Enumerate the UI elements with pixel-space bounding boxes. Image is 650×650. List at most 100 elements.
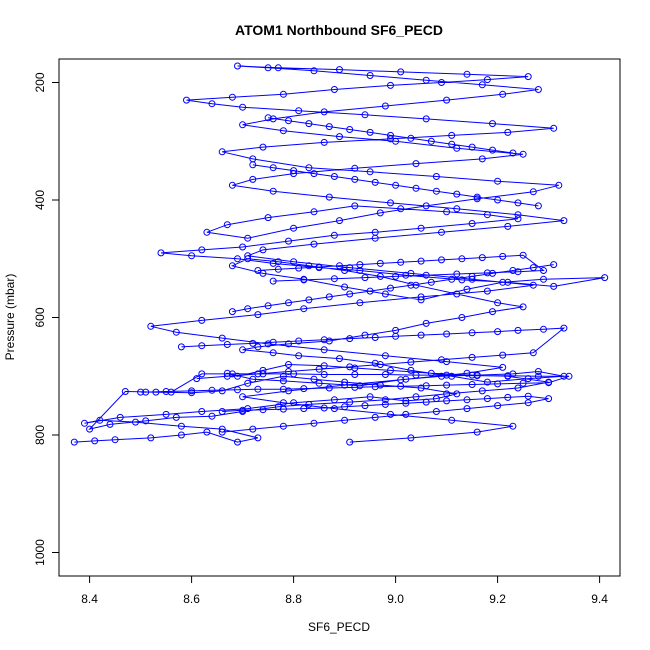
data-point <box>397 382 405 390</box>
data-point <box>269 259 277 267</box>
data-point <box>279 372 287 380</box>
data-point <box>177 343 185 351</box>
data-point <box>239 393 247 401</box>
data-point <box>106 420 114 428</box>
data-point <box>228 93 236 101</box>
data-point <box>249 375 257 383</box>
data-point <box>361 111 369 119</box>
data-point <box>310 170 318 178</box>
data-point <box>290 167 298 175</box>
data-point <box>264 64 272 72</box>
data-point <box>254 311 262 319</box>
data-point <box>346 438 354 446</box>
data-point <box>371 234 379 242</box>
data-point <box>443 330 451 338</box>
data-point <box>499 278 507 286</box>
data-point <box>310 67 318 75</box>
data-point <box>443 208 451 216</box>
data-point <box>336 66 343 74</box>
data-point <box>514 211 522 219</box>
y-tick-label: 600 <box>33 307 47 327</box>
data-point <box>422 202 430 210</box>
data-point <box>295 337 303 345</box>
data-point <box>402 375 410 383</box>
data-point <box>239 406 247 414</box>
data-point <box>285 368 292 375</box>
data-point <box>264 114 272 122</box>
data-point <box>285 340 292 348</box>
data-point <box>478 387 486 395</box>
data-point <box>325 384 333 392</box>
data-point <box>453 390 461 398</box>
series-line <box>222 395 549 433</box>
data-point <box>417 296 425 304</box>
data-point <box>356 261 364 269</box>
data-point <box>341 378 349 386</box>
data-point <box>172 413 180 421</box>
data-point <box>427 278 435 286</box>
data-point <box>218 148 226 156</box>
data-point <box>330 396 338 404</box>
data-point <box>545 379 553 387</box>
data-point <box>550 282 558 290</box>
data-point <box>432 173 440 180</box>
series-line <box>252 164 539 207</box>
data-point <box>443 371 451 379</box>
data-point <box>346 264 354 272</box>
y-tick-label: 200 <box>33 72 47 92</box>
data-point <box>422 271 430 279</box>
data-point <box>183 96 190 104</box>
data-point <box>310 240 318 248</box>
data-point <box>463 396 471 404</box>
data-point <box>448 372 456 380</box>
data-point <box>422 76 430 84</box>
data-point <box>463 369 471 377</box>
data-point <box>494 328 502 336</box>
data-point <box>198 370 206 378</box>
data-point <box>489 120 496 128</box>
data-point <box>341 283 349 291</box>
data-point <box>279 127 287 135</box>
data-point <box>218 408 226 415</box>
data-point <box>274 265 282 273</box>
data-point <box>422 382 430 390</box>
data-point <box>351 383 359 391</box>
data-point <box>330 275 338 283</box>
data-point <box>392 332 400 340</box>
data-point <box>468 272 476 280</box>
data-point <box>529 264 537 272</box>
data-point <box>223 221 231 229</box>
data-point <box>264 302 272 310</box>
data-point <box>310 208 318 216</box>
data-point <box>341 416 349 424</box>
data-point <box>290 258 298 266</box>
data-point <box>550 261 558 269</box>
data-point <box>529 188 537 196</box>
data-point <box>81 419 88 427</box>
data-point <box>244 252 252 260</box>
data-point <box>509 267 517 274</box>
data-point <box>320 336 328 344</box>
data-point <box>157 249 165 257</box>
data-point <box>422 115 430 123</box>
data-point <box>545 395 553 403</box>
series-8 <box>264 114 517 157</box>
data-point <box>259 246 267 254</box>
data-point <box>305 262 313 270</box>
y-axis: 200 400 600 800 1000 <box>33 72 60 566</box>
data-point <box>463 405 471 413</box>
data-point <box>448 275 456 283</box>
data-point <box>254 267 262 274</box>
data-point <box>387 410 394 418</box>
data-point <box>473 428 481 436</box>
data-point <box>86 425 94 433</box>
data-point <box>494 177 502 185</box>
data-point <box>387 284 394 292</box>
data-point <box>494 196 502 204</box>
data-point <box>453 190 461 198</box>
data-point <box>381 102 389 110</box>
data-point <box>514 215 522 223</box>
data-point <box>234 255 241 263</box>
data-point <box>218 334 226 342</box>
data-point <box>111 436 119 444</box>
